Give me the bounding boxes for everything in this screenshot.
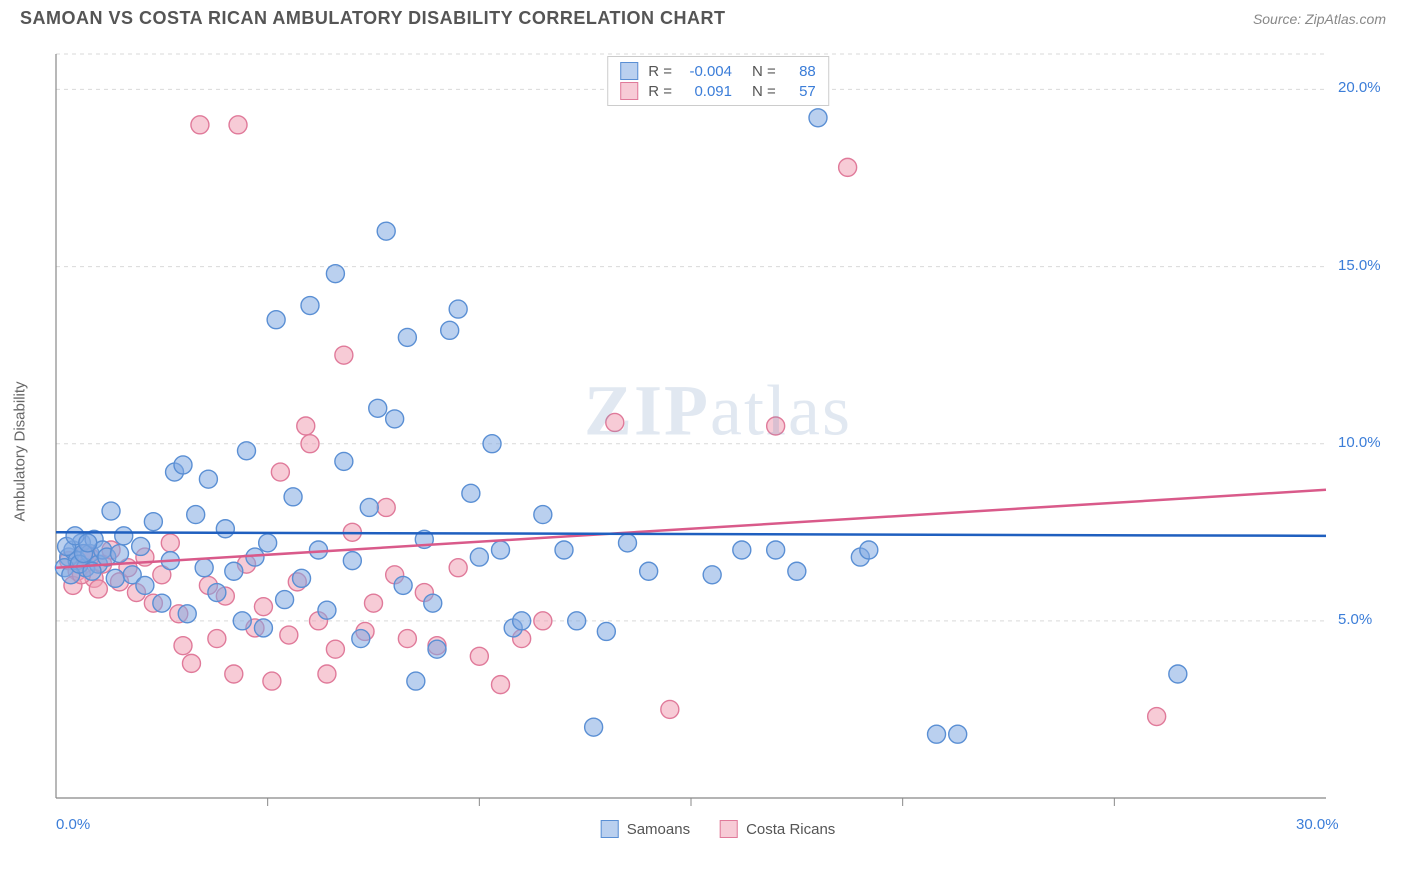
y-tick-label: 5.0% bbox=[1338, 611, 1372, 628]
legend-swatch bbox=[601, 820, 619, 838]
legend-n-value: 57 bbox=[786, 83, 816, 100]
legend-r-label: R = bbox=[648, 63, 672, 80]
y-tick-label: 20.0% bbox=[1338, 79, 1381, 96]
legend-n-label: N = bbox=[752, 83, 776, 100]
header: SAMOAN VS COSTA RICAN AMBULATORY DISABIL… bbox=[0, 0, 1406, 33]
legend-r-value: -0.004 bbox=[682, 63, 732, 80]
source-attribution: Source: ZipAtlas.com bbox=[1253, 11, 1386, 27]
legend-swatch bbox=[620, 82, 638, 100]
y-tick-label: 15.0% bbox=[1338, 257, 1381, 274]
legend-series-item: Samoans bbox=[601, 820, 690, 838]
legend-correlation-row: R = 0.091 N = 57 bbox=[620, 81, 816, 101]
y-tick-label: 10.0% bbox=[1338, 434, 1381, 451]
legend-n-value: 88 bbox=[786, 63, 816, 80]
legend-r-label: R = bbox=[648, 83, 672, 100]
legend-n-label: N = bbox=[752, 63, 776, 80]
legend-series: Samoans Costa Ricans bbox=[601, 820, 836, 838]
legend-r-value: 0.091 bbox=[682, 83, 732, 100]
scatter-plot bbox=[50, 48, 1386, 838]
legend-series-label: Samoans bbox=[627, 821, 690, 838]
chart-title: SAMOAN VS COSTA RICAN AMBULATORY DISABIL… bbox=[20, 8, 726, 29]
legend-correlation-row: R = -0.004 N = 88 bbox=[620, 61, 816, 81]
legend-series-item: Costa Ricans bbox=[720, 820, 835, 838]
x-tick-label: 30.0% bbox=[1296, 816, 1339, 833]
legend-swatch bbox=[720, 820, 738, 838]
y-axis-label: Ambulatory Disability bbox=[12, 381, 29, 521]
chart-container: Ambulatory Disability ZIPatlas R = -0.00… bbox=[50, 48, 1386, 838]
legend-correlation: R = -0.004 N = 88 R = 0.091 N = 57 bbox=[607, 56, 829, 106]
x-tick-label: 0.0% bbox=[56, 816, 90, 833]
legend-series-label: Costa Ricans bbox=[746, 821, 835, 838]
legend-swatch bbox=[620, 62, 638, 80]
